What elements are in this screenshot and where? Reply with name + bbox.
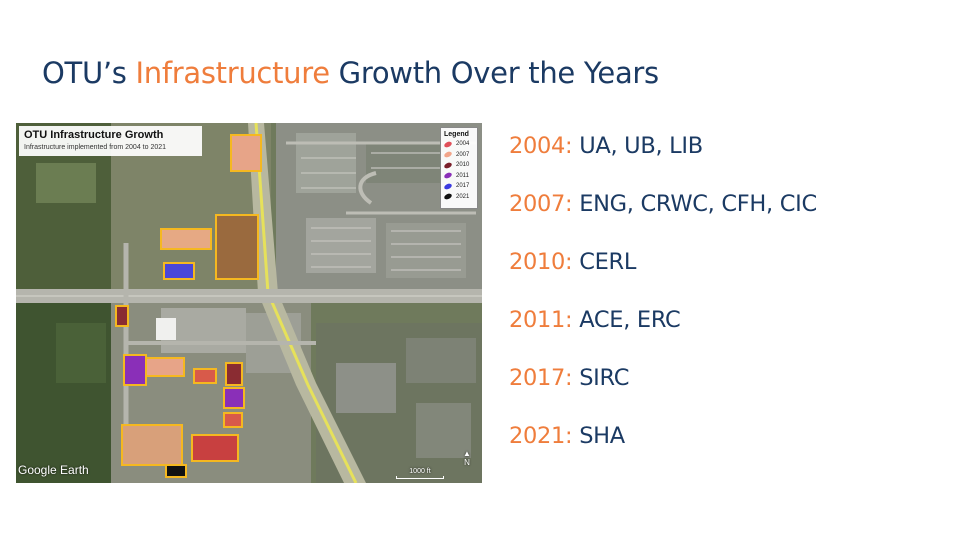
legend-swatch bbox=[443, 171, 453, 180]
timeline-year: 2017: bbox=[509, 365, 573, 391]
timeline-item: 2017: SIRC bbox=[509, 360, 817, 418]
legend-swatch bbox=[443, 161, 453, 170]
legend-swatch bbox=[443, 182, 453, 191]
legend-item-2007: 2007 bbox=[443, 150, 474, 161]
legend-item-2010: 2010 bbox=[443, 160, 474, 171]
legend-label: 2021 bbox=[456, 193, 470, 200]
scale-label: 1000 ft bbox=[409, 468, 431, 475]
legend-label: 2007 bbox=[456, 151, 470, 158]
timeline-item: 2021: SHA bbox=[509, 418, 817, 476]
map-subtitle: Infrastructure implemented from 2004 to … bbox=[24, 144, 167, 151]
title-accent: Infrastructure bbox=[135, 56, 331, 90]
north-label: N bbox=[464, 458, 470, 467]
legend-item-2017: 2017 bbox=[443, 181, 474, 192]
scale-line bbox=[396, 476, 444, 479]
timeline-item: 2004: UA, UB, LIB bbox=[509, 128, 817, 186]
timeline-buildings: ENG, CRWC, CFH, CIC bbox=[579, 191, 817, 217]
legend-swatch bbox=[443, 140, 453, 149]
north-arrow-icon: ▲ N bbox=[463, 449, 471, 467]
timeline-buildings: UA, UB, LIB bbox=[579, 133, 703, 159]
legend-swatch bbox=[443, 192, 453, 201]
timeline-buildings: ACE, ERC bbox=[579, 307, 681, 333]
timeline-item: 2007: ENG, CRWC, CFH, CIC bbox=[509, 186, 817, 244]
map-title: OTU Infrastructure Growth bbox=[24, 129, 164, 141]
satellite-map bbox=[16, 123, 482, 483]
map-legend: Legend 2004 2007 2010 2011 2017 2021 bbox=[440, 127, 478, 209]
slide-title: OTU’s Infrastructure Growth Over the Yea… bbox=[42, 56, 659, 90]
timeline-year: 2004: bbox=[509, 133, 573, 159]
legend-swatch bbox=[443, 150, 453, 159]
timeline-year: 2007: bbox=[509, 191, 573, 217]
timeline-item: 2011: ACE, ERC bbox=[509, 302, 817, 360]
legend-label: 2011 bbox=[456, 172, 469, 179]
legend-item-2004: 2004 bbox=[443, 139, 474, 150]
legend-item-2021: 2021 bbox=[443, 192, 474, 203]
legend-title: Legend bbox=[444, 131, 469, 138]
timeline-year: 2021: bbox=[509, 423, 573, 449]
timeline-buildings: CERL bbox=[579, 249, 637, 275]
google-earth-logo: Google Earth bbox=[18, 463, 89, 477]
legend-label: 2017 bbox=[456, 183, 470, 190]
legend-label: 2004 bbox=[456, 141, 470, 148]
timeline-buildings: SHA bbox=[579, 423, 625, 449]
timeline-item: 2010: CERL bbox=[509, 244, 817, 302]
timeline-buildings: SIRC bbox=[579, 365, 630, 391]
legend-label: 2010 bbox=[456, 162, 470, 169]
timeline-year: 2010: bbox=[509, 249, 573, 275]
legend-item-2011: 2011 bbox=[443, 171, 474, 182]
timeline-list: 2004: UA, UB, LIB 2007: ENG, CRWC, CFH, … bbox=[509, 128, 817, 476]
title-part-1: OTU’s bbox=[42, 56, 136, 90]
scale-bar: 1000 ft bbox=[396, 468, 444, 479]
title-part-2: Growth Over the Years bbox=[329, 56, 660, 90]
map-title-panel: OTU Infrastructure Growth Infrastructure… bbox=[19, 126, 202, 156]
campus-map-image: OTU Infrastructure Growth Infrastructure… bbox=[16, 123, 482, 483]
timeline-year: 2011: bbox=[509, 307, 573, 333]
